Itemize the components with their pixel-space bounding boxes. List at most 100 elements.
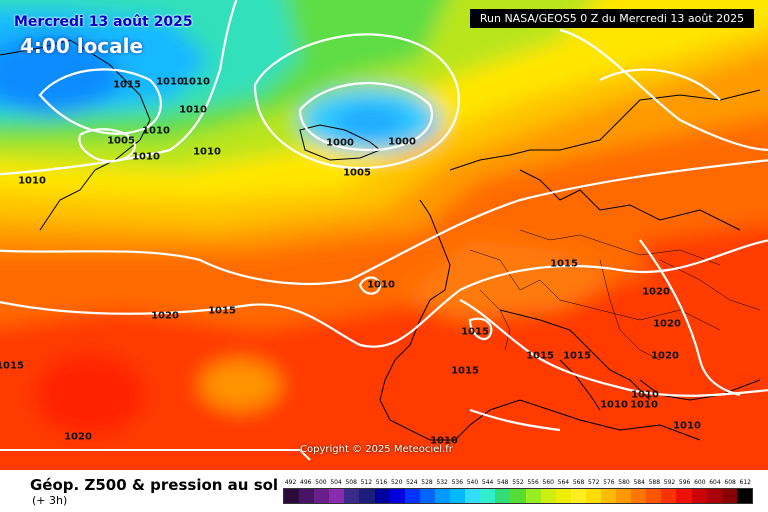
legend-tick-label: 528 [421,479,433,486]
isobar-label: 1015 [451,365,479,377]
isobar-label: 1020 [151,310,179,322]
isobar-label: 1000 [326,137,354,149]
isobar-label: 1010 [156,76,184,88]
legend-swatch [374,489,390,503]
map-date: Mercredi 13 août 2025 [14,14,193,30]
legend-swatch [585,489,601,503]
legend-swatch [404,489,420,503]
legend-tick-label: 516 [375,479,388,486]
legend-tick-label: 584 [633,479,645,486]
legend-tick-label: 564 [557,479,570,486]
isobar-label: 1010 [193,146,221,158]
legend-swatch [676,489,692,503]
legend-tick-label: 492 [284,479,297,486]
legend-swatch [661,489,677,503]
map-frame [0,449,311,461]
isobar-label: 1010 [18,175,46,187]
legend-swatch [736,489,752,503]
legend-swatch [540,489,556,503]
legend-swatch [691,489,707,503]
legend-swatch [600,489,617,503]
legend-swatch [495,489,511,503]
isobar-label: 1015 [563,350,591,362]
isobar-contours [0,0,768,430]
isobar-label: 1020 [642,286,670,298]
legend-swatch [570,489,586,503]
isobar-label: 1010 [132,151,160,163]
isobar-label: 1005 [107,135,135,147]
legend-color-bar [283,488,753,504]
isobar-label: 1010 [600,399,628,411]
color-field [0,0,768,470]
legend-swatch [359,489,375,503]
isobar-label: 1005 [343,167,371,179]
legend-tick-label: 572 [587,479,600,486]
legend-tick-label: 552 [512,479,524,486]
legend-tick-label: 536 [451,479,464,486]
legend-swatch [299,489,315,503]
isobar-label: 1015 [461,326,489,338]
legend-swatch [344,489,360,503]
isobar-label: 1020 [64,431,92,443]
legend-swatch [706,489,722,503]
legend-tick-label: 588 [648,479,661,486]
isobar-label: 1010 [367,279,395,291]
legend-tick-label: 596 [678,479,691,486]
legend-tick-label: 532 [436,479,448,486]
legend-tick-label: 508 [345,479,357,486]
legend-swatch [480,489,496,503]
legend-tick-label: 496 [300,479,312,486]
legend-swatch [525,489,541,503]
isobar-label: 1010 [631,389,659,401]
legend-swatch [555,489,571,503]
isobar-label: 1015 [0,360,24,372]
color-legend: 492 496 500 504 508 512 516 520 524 528 532 536 540 5… [283,479,753,504]
isobar-label: 1010 [142,125,170,137]
legend-swatch [616,489,632,503]
legend-tick-label: 592 [663,479,676,486]
legend-ticks: 492 496 500 504 508 512 516 520 524 528 532 536 540 5… [283,479,753,486]
legend-swatch [721,489,737,503]
geopotential-map [0,0,768,470]
isobar-label: 1000 [388,136,416,148]
legend-swatch [329,489,345,503]
legend-swatch [465,489,481,503]
isobar-label: 1010 [182,76,210,88]
legend-swatch [419,489,435,503]
isobar-label: 1020 [651,350,679,362]
legend-tick-label: 600 [694,479,706,486]
legend-tick-label: 568 [572,479,585,486]
legend-tick-label: 524 [406,479,418,486]
legend-tick-label: 608 [724,479,736,486]
borders [469,229,761,361]
legend-swatch [314,489,330,503]
legend-tick-label: 580 [618,479,630,486]
map-local-time: 4:00 locale [20,34,144,58]
legend-tick-label: 544 [481,479,494,486]
legend-tick-label: 576 [603,479,615,486]
isobar-label: 1015 [208,305,236,317]
legend-swatch [434,489,451,503]
legend-tick-label: 520 [390,479,403,486]
legend-swatch [450,489,466,503]
isobar-label: 1010 [430,435,458,447]
model-run-info: Run NASA/GEOS5 0 Z du Mercredi 13 août 2… [470,9,754,28]
legend-tick-label: 560 [542,479,554,486]
copyright-notice: Copyright © 2025 Meteociel.fr [300,444,453,455]
legend-tick-label: 504 [330,479,342,486]
legend-swatch [631,489,647,503]
forecast-offset: (+ 3h) [32,494,68,507]
map-title: Géop. Z500 & pression au sol [30,476,279,494]
legend-tick-label: 556 [527,479,539,486]
legend-tick-label: 540 [466,479,479,486]
legend-tick-label: 512 [360,479,373,486]
legend-tick-label: 548 [497,479,509,486]
isobar-label: 1015 [550,258,578,270]
isobar-label: 1010 [630,399,658,411]
legend-tick-label: 500 [315,479,327,486]
legend-swatch [389,489,405,503]
legend-swatch [646,489,662,503]
legend-tick-label: 604 [709,479,721,486]
legend-tick-label: 612 [739,479,751,486]
